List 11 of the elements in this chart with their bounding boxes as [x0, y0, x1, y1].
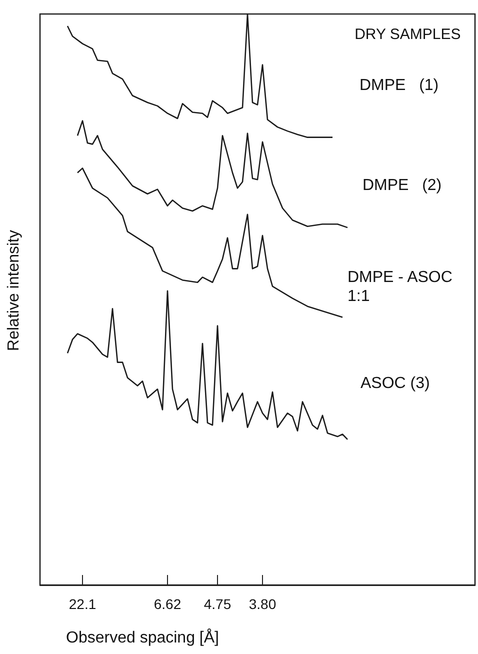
x-tick-label: 22.1	[68, 596, 96, 612]
x-tick-label: 4.75	[204, 596, 232, 612]
series-label: DMPE - ASOC 1:1	[348, 269, 452, 306]
x-tick-label: 6.62	[154, 596, 182, 612]
text: DMPE (2)	[362, 177, 442, 194]
text: DRY SAMPLES	[354, 26, 461, 43]
x-axis-title: Observed spacing [Å]	[66, 628, 219, 646]
text: DMPE (1)	[360, 76, 439, 94]
x-tick-label: 3.80	[248, 596, 276, 612]
text: ASOC (3)	[360, 374, 430, 392]
y-axis-title: Relative intensity	[6, 230, 22, 351]
